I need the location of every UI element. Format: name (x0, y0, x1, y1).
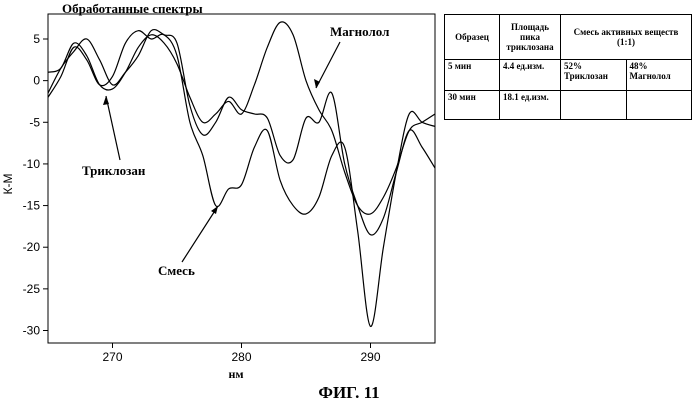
x-axis-label: нм (228, 367, 243, 381)
y-tick-label: -15 (23, 199, 41, 213)
table-cell: 18.1 ед.изм. (500, 91, 561, 120)
y-tick-label: -5 (29, 115, 40, 129)
arrowhead-triclosan (103, 96, 109, 105)
table-cell: 4.4 ед.изм. (500, 60, 561, 91)
table-row: 30 мин 18.1 ед.изм. (445, 91, 692, 120)
arrow-mixture (182, 206, 218, 262)
y-axis-label: К-М (1, 174, 15, 195)
table-cell: 30 мин (445, 91, 500, 120)
table-row: 5 мин 4.4 ед.изм. 52% Триклозан 48% Магн… (445, 60, 692, 91)
plot-area: 270 280 290 5 0 -5 -10 -15 -20 -25 -30 (23, 14, 435, 364)
x-tick-label: 270 (102, 350, 122, 364)
annotation-triclosan: Триклозан (82, 163, 146, 178)
arrow-magnolol (316, 42, 340, 88)
y-tick-label: -25 (23, 282, 41, 296)
header-cell-sample: Образец (445, 15, 500, 60)
figure-caption: ФИГ. 11 (318, 383, 379, 402)
annotation-mixture: Смесь (158, 263, 195, 278)
y-tick-label: -30 (23, 324, 41, 338)
table-cell: 5 мин (445, 60, 500, 91)
table-cell: 52% Триклозан (561, 60, 627, 91)
y-tick-label: 0 (33, 74, 40, 88)
arrowhead-mixture (211, 206, 218, 214)
y-tick-label: -20 (23, 240, 41, 254)
table-cell: 48% Магнолол (626, 60, 692, 91)
y-tick-label: -10 (23, 157, 41, 171)
annotation-magnolol: Магнолол (330, 24, 389, 39)
x-tick-label: 290 (360, 350, 380, 364)
x-tick-label: 280 (231, 350, 251, 364)
header-cell-mixture: Смесь активных веществ (1:1) (561, 15, 692, 60)
table-header-row: Образец Площадь пика триклозана Смесь ак… (445, 15, 692, 60)
results-table: Образец Площадь пика триклозана Смесь ак… (444, 14, 692, 120)
arrow-triclosan (106, 96, 120, 160)
table-cell (561, 91, 627, 120)
series-line-triclosan (48, 30, 435, 235)
header-cell-peak-area: Площадь пика триклозана (500, 15, 561, 60)
y-tick-label: 5 (33, 32, 40, 46)
table-cell (626, 91, 692, 120)
